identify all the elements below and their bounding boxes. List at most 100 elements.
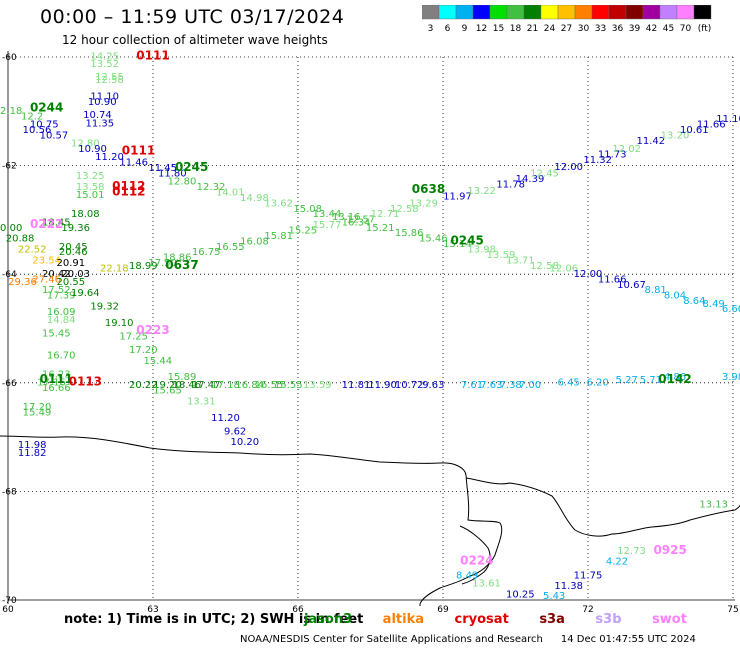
wave-height-value: 17.52 — [42, 285, 71, 296]
wave-height-value: 12.58 — [390, 204, 419, 215]
wave-height-value: 9.63 — [422, 380, 444, 391]
wave-height-value: 13.31 — [187, 397, 216, 408]
pass-time-label: 0245 — [175, 160, 208, 174]
pass-time-label: 0111 — [122, 144, 155, 158]
coastline-bay — [459, 525, 491, 585]
wave-height-value: 10.67 — [617, 280, 646, 291]
wave-height-value: 11.78 — [496, 179, 525, 190]
wave-height-value: 15.01 — [76, 190, 105, 201]
wave-height-value: 10.74 — [83, 110, 112, 121]
colorbar-label: 18 — [510, 24, 522, 34]
wave-height-value: 13.20 — [661, 130, 690, 141]
wave-height-value: 15.21 — [366, 223, 395, 234]
longitude-tick-label: 75 — [727, 605, 738, 615]
wave-height-value: 19.36 — [61, 223, 90, 234]
wave-height-value: 4.86 — [664, 372, 686, 383]
wave-height-value: 8.64 — [683, 296, 705, 307]
pass-time-label: 0638 — [412, 182, 445, 196]
wave-height-value: 20.46 — [59, 247, 88, 258]
wave-height-value: 10.25 — [506, 589, 535, 600]
wave-height-value: 10.90 — [78, 144, 107, 155]
longitude-tick-label: 69 — [437, 605, 449, 615]
colorbar-label: 39 — [629, 24, 641, 34]
wave-height-value: 12.80 — [168, 177, 197, 188]
latitude-tick-label: -70 — [2, 596, 17, 606]
colorbar-label: 36 — [612, 24, 624, 34]
wave-height-value: 11.82 — [18, 448, 47, 459]
wave-height-value: 15.65 — [153, 386, 182, 397]
longitude-tick-label: 72 — [582, 605, 593, 615]
note-prefix: note: 1) Time is in UTC; 2) SWH is in fe… — [64, 612, 364, 627]
wave-height-value: 12.80 — [71, 139, 100, 150]
wave-height-value: 20.91 — [57, 258, 86, 269]
latitude-tick-label: -68 — [2, 487, 17, 497]
wave-height-value: 15.55 — [274, 380, 303, 391]
longitude-tick-label: 60 — [2, 605, 14, 615]
colorbar-swatch — [693, 5, 712, 20]
satellite-note: note: 1) Time is in UTC; 2) SWH is in fe… — [64, 612, 687, 627]
wave-height-value: 10.75 — [30, 120, 59, 131]
wave-height-labels: 14.2513.5212.5512.5811.1010.9010.7411.35… — [0, 52, 740, 602]
wave-height-value: 12.57 — [347, 215, 376, 226]
wave-height-value: 15.44 — [144, 356, 173, 367]
wave-height-value: 10.20 — [231, 437, 260, 448]
wave-height-value: 15.45 — [42, 329, 71, 340]
wave-height-value: 10.56 — [23, 125, 52, 136]
pass-time-label: 0113 — [69, 375, 102, 389]
wave-height-value: 14.84 — [47, 315, 76, 326]
wave-height-value: 10.57 — [40, 130, 69, 141]
wave-height-value: 13.59 — [487, 250, 516, 261]
wave-height-value: 13.29 — [409, 198, 438, 209]
wave-height-value: 12.2 — [21, 111, 43, 122]
wave-height-value: 17.20 — [23, 402, 52, 413]
wave-height-value: 13.98 — [467, 244, 496, 255]
wave-height-value: 15.49 — [23, 407, 52, 418]
wave-height-value: 17.47 — [192, 380, 221, 391]
wave-height-value: 15.25 — [289, 225, 318, 236]
latitude-tick-label: -60 — [2, 53, 17, 63]
wave-height-value: 19.20 — [153, 380, 182, 391]
wave-height-value: 11.66 — [697, 120, 726, 131]
wave-height-value: 8.04 — [664, 291, 686, 302]
wave-height-value: 3.98 — [722, 372, 740, 383]
wave-height-value: 12.71 — [371, 209, 400, 220]
pass-time-label: 0245 — [450, 233, 483, 247]
colorbar-label: (ft) — [698, 24, 712, 34]
sat-swot: swot — [652, 612, 687, 627]
wave-height-value: 11.20 — [95, 152, 124, 163]
wave-height-value: 18.45 — [42, 217, 71, 228]
antarctica-coastline — [0, 435, 503, 606]
wave-height-value: 14.98 — [240, 193, 269, 204]
wave-height-value: 10.61 — [680, 125, 709, 136]
sat-cryosat: cryosat — [454, 612, 509, 627]
wave-height-value: 13.58 — [76, 182, 105, 193]
wave-height-value: 6.60 — [722, 304, 740, 315]
wave-height-value: 19.32 — [90, 301, 119, 312]
wave-height-value: 14.25 — [90, 52, 119, 63]
wave-height-value: 8.49 — [703, 299, 725, 310]
wave-height-value: 11.98 — [18, 440, 47, 451]
wave-height-value: 8.49 — [456, 570, 478, 581]
wave-height-value: 12.58 — [95, 75, 124, 86]
colorbar-label: 3 — [428, 24, 434, 34]
wave-height-value: 14.01 — [216, 187, 245, 198]
latitude-tick-label: -66 — [2, 379, 17, 389]
wave-height-value: 11.10 — [90, 91, 119, 102]
wave-height-value: 27.46 — [32, 274, 61, 285]
wave-height-value: 20.42 — [42, 269, 71, 280]
wave-height-value: 22.18 — [100, 263, 129, 274]
wave-height-value: 17.50 — [148, 258, 177, 269]
wave-height-value: 12.55 — [95, 72, 124, 83]
wave-height-value: 19.64 — [71, 288, 100, 299]
coastline-east — [465, 477, 740, 537]
wave-height-value: 17.18 — [211, 380, 240, 391]
wave-height-value: 4.22 — [606, 557, 628, 568]
wave-height-value: 13.52 — [90, 59, 119, 70]
wave-height-value: 13.44 — [313, 209, 342, 220]
pass-time-label: 0111 — [136, 49, 169, 63]
wave-height-value: 17.16 — [37, 378, 66, 389]
wave-height-value: 12.18 — [0, 106, 22, 117]
wave-height-value: 17.20 — [129, 345, 158, 356]
